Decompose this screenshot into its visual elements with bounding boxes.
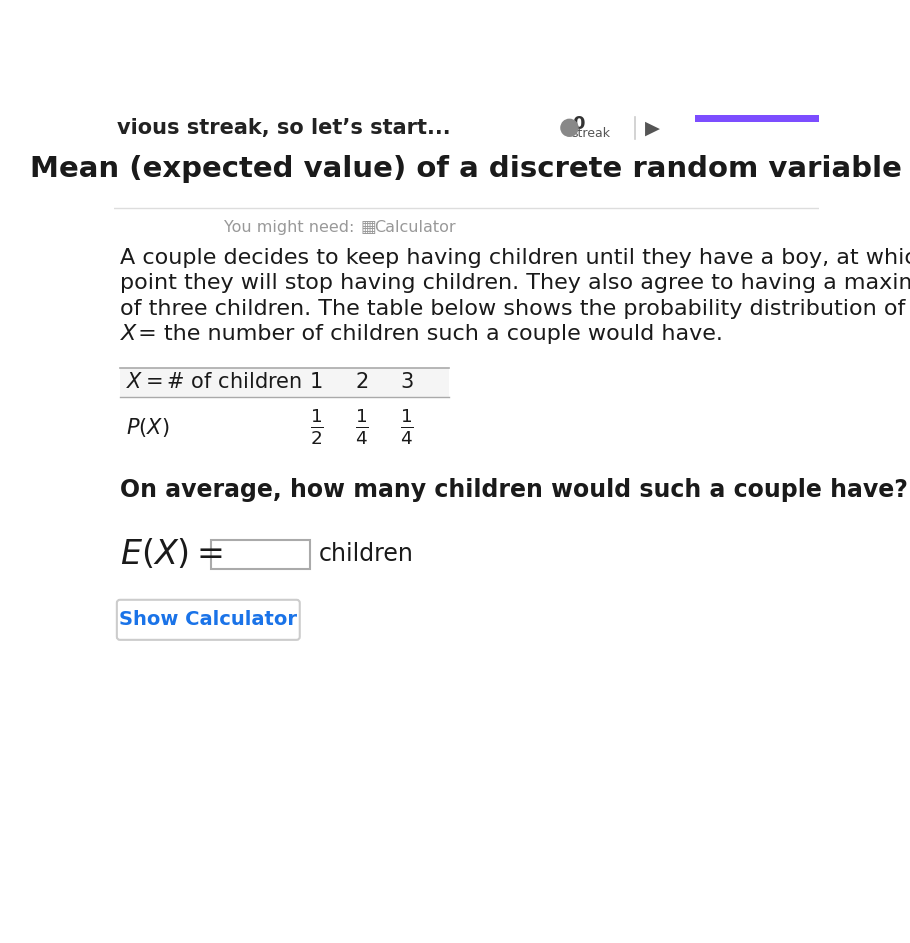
Text: $P(X)$: $P(X)$ xyxy=(126,416,169,438)
Text: $\frac{1}{4}$: $\frac{1}{4}$ xyxy=(399,407,413,447)
Text: of three children. The table below shows the probability distribution of: of three children. The table below shows… xyxy=(120,299,905,319)
Text: $X = \#$ of children: $X = \#$ of children xyxy=(126,372,302,392)
Text: Calculator: Calculator xyxy=(374,220,456,235)
Circle shape xyxy=(561,120,578,136)
Text: = the number of children such a couple would have.: = the number of children such a couple w… xyxy=(131,324,723,344)
Text: $\frac{1}{4}$: $\frac{1}{4}$ xyxy=(355,407,369,447)
Bar xyxy=(695,115,819,123)
Text: A couple decides to keep having children until they have a boy, at which: A couple decides to keep having children… xyxy=(120,248,910,268)
Text: streak: streak xyxy=(571,126,611,140)
Text: 0: 0 xyxy=(571,115,584,133)
FancyBboxPatch shape xyxy=(116,600,299,640)
Text: $E(X) =$: $E(X) =$ xyxy=(120,538,223,571)
Text: Show Calculator: Show Calculator xyxy=(119,610,298,629)
Text: vious streak, so let’s start...: vious streak, so let’s start... xyxy=(116,118,450,138)
Text: $X$: $X$ xyxy=(120,324,138,344)
Bar xyxy=(120,368,449,396)
Text: ▶: ▶ xyxy=(645,118,660,138)
Text: On average, how many children would such a couple have?: On average, how many children would such… xyxy=(120,478,908,503)
Text: You might need:: You might need: xyxy=(224,220,354,235)
Text: point they will stop having children. They also agree to having a maximum: point they will stop having children. Th… xyxy=(120,273,910,293)
Text: Mean (expected value) of a discrete random variable: Mean (expected value) of a discrete rand… xyxy=(30,156,903,183)
Text: 3: 3 xyxy=(400,372,413,392)
Text: 1: 1 xyxy=(310,372,323,392)
Text: children: children xyxy=(319,542,414,567)
Text: 2: 2 xyxy=(355,372,369,392)
Text: $\frac{1}{2}$: $\frac{1}{2}$ xyxy=(310,407,324,447)
Text: ▦: ▦ xyxy=(360,218,376,236)
FancyBboxPatch shape xyxy=(210,539,309,569)
